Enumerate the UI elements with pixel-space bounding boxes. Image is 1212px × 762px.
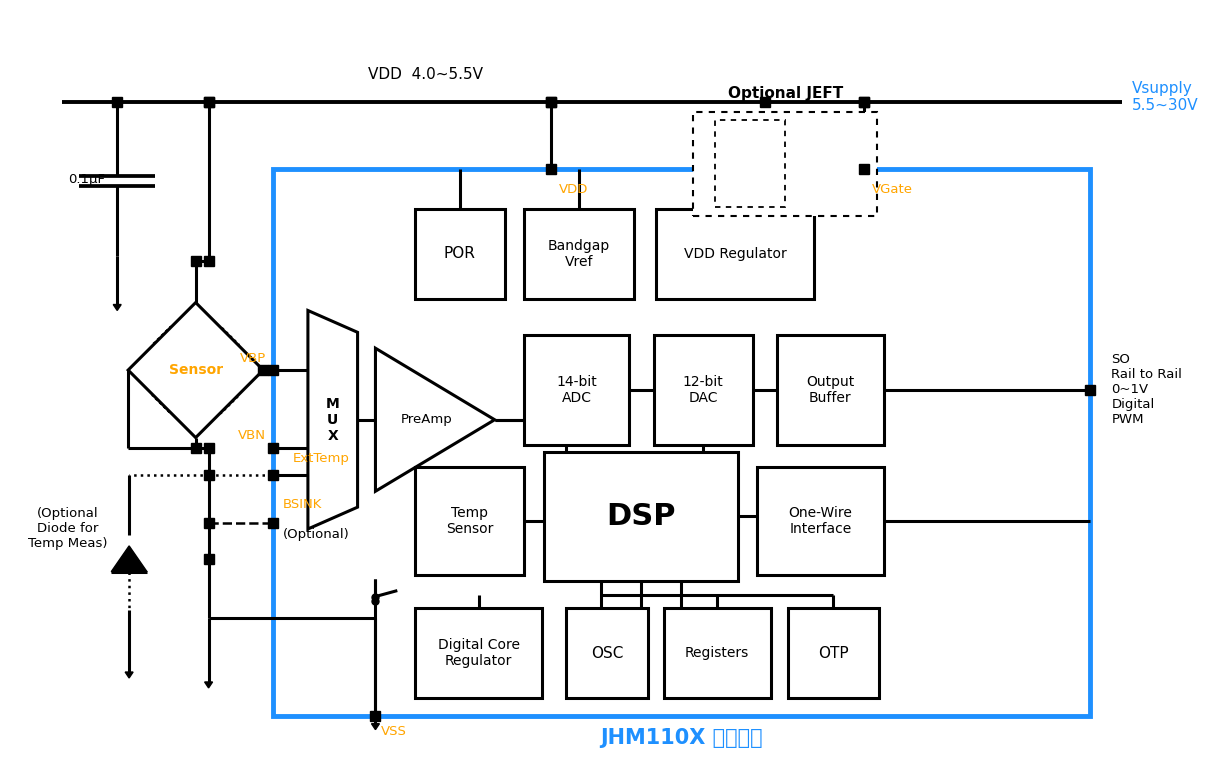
Bar xyxy=(663,609,771,698)
Bar xyxy=(756,467,884,575)
Text: SO
Rail to Rail
0~1V
Digital
PWM: SO Rail to Rail 0~1V Digital PWM xyxy=(1111,354,1183,427)
Text: BSINK: BSINK xyxy=(284,498,322,511)
Bar xyxy=(416,209,504,299)
Bar xyxy=(416,609,542,698)
Bar xyxy=(653,335,753,444)
Text: Vsupply
5.5~30V: Vsupply 5.5~30V xyxy=(1132,81,1199,113)
Polygon shape xyxy=(376,348,494,491)
Bar xyxy=(525,209,634,299)
Text: 0.1μF: 0.1μF xyxy=(68,173,105,186)
Text: Optional JEFT: Optional JEFT xyxy=(727,86,842,101)
Text: VGate: VGate xyxy=(873,183,913,196)
Text: 14-bit
ADC: 14-bit ADC xyxy=(556,375,598,405)
Text: Sensor: Sensor xyxy=(168,363,223,377)
Bar xyxy=(273,169,1090,716)
Bar xyxy=(788,609,879,698)
Polygon shape xyxy=(112,546,147,572)
Text: (Optional
Diode for
Temp Meas): (Optional Diode for Temp Meas) xyxy=(28,507,108,550)
Bar xyxy=(656,209,814,299)
Text: JHM110X 典型应用: JHM110X 典型应用 xyxy=(600,728,762,748)
Bar xyxy=(693,112,877,216)
Bar xyxy=(416,467,525,575)
Text: Registers: Registers xyxy=(685,646,749,660)
Text: OSC: OSC xyxy=(590,645,623,661)
Text: Digital Core
Regulator: Digital Core Regulator xyxy=(438,638,520,668)
Text: PreAmp: PreAmp xyxy=(401,413,453,426)
Polygon shape xyxy=(205,682,212,688)
Text: ExtTemp: ExtTemp xyxy=(293,453,350,466)
Polygon shape xyxy=(128,303,263,437)
Text: Temp
Sensor: Temp Sensor xyxy=(446,506,493,536)
Text: VDD Regulator: VDD Regulator xyxy=(684,247,787,261)
Text: DSP: DSP xyxy=(606,501,676,530)
Polygon shape xyxy=(113,305,121,310)
Bar xyxy=(525,335,629,444)
Text: VDD  4.0~5.5V: VDD 4.0~5.5V xyxy=(367,66,482,82)
Polygon shape xyxy=(308,310,358,529)
Text: OTP: OTP xyxy=(818,645,848,661)
Text: 12-bit
DAC: 12-bit DAC xyxy=(682,375,724,405)
Polygon shape xyxy=(125,672,133,678)
Polygon shape xyxy=(372,724,379,730)
Bar xyxy=(566,609,647,698)
Text: VBN: VBN xyxy=(239,429,267,442)
Text: Bandgap
Vref: Bandgap Vref xyxy=(548,239,610,269)
Text: Output
Buffer: Output Buffer xyxy=(806,375,854,405)
Bar xyxy=(715,120,784,207)
Bar xyxy=(544,452,738,581)
Text: VSS: VSS xyxy=(381,725,406,738)
Text: One-Wire
Interface: One-Wire Interface xyxy=(789,506,852,536)
Text: (Optional): (Optional) xyxy=(284,528,350,541)
Text: M
U
X: M U X xyxy=(326,396,339,443)
Text: VBP: VBP xyxy=(240,351,267,365)
Text: VDD: VDD xyxy=(559,183,589,196)
Bar xyxy=(777,335,884,444)
Text: POR: POR xyxy=(444,246,476,261)
